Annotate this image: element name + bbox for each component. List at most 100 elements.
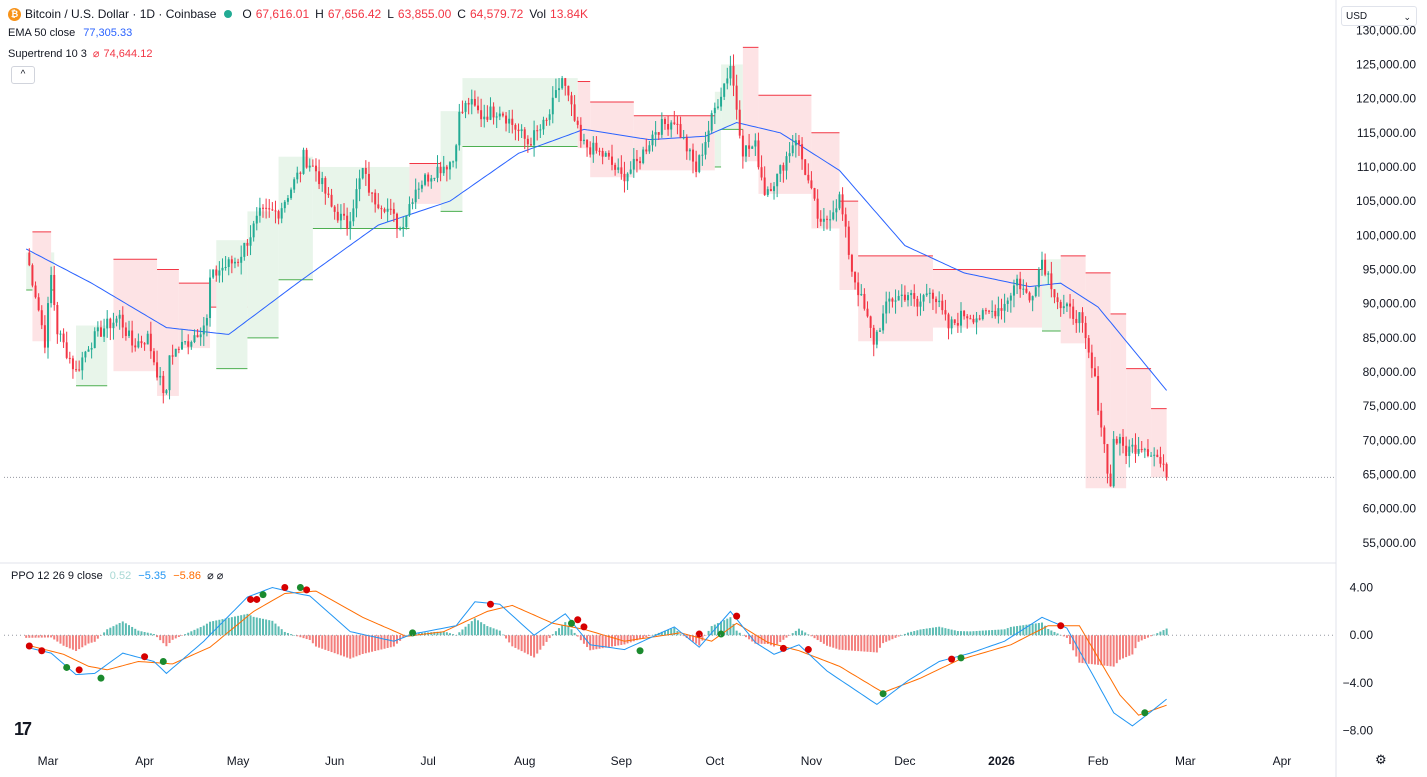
ppo-histogram-bar xyxy=(801,630,804,636)
low-label: L xyxy=(387,7,394,21)
candle-body xyxy=(262,207,265,209)
price-axis-tick: 115,000.00 xyxy=(1357,126,1416,140)
candle-body xyxy=(710,113,713,131)
candle-body xyxy=(969,318,972,320)
ppo-histogram-bar xyxy=(1056,633,1059,636)
candle-body xyxy=(539,129,542,131)
candle-body xyxy=(829,219,832,221)
symbol-title[interactable]: Bitcoin / U.S. Dollar · 1D · Coinbase xyxy=(25,7,217,21)
candle-body xyxy=(660,119,663,135)
ppo-histogram-bar xyxy=(1009,626,1012,636)
ema-legend[interactable]: EMA 50 close 77,305.33 xyxy=(8,27,132,39)
ppo-histogram-bar xyxy=(1016,626,1019,636)
candle-body xyxy=(832,212,835,220)
candle-body xyxy=(395,213,398,230)
candle-body xyxy=(280,208,283,219)
currency-selector[interactable]: USD ⌄ xyxy=(1341,6,1417,26)
candle-body xyxy=(642,149,645,164)
ppo-cross-marker xyxy=(948,655,956,663)
ppo-histogram-bar xyxy=(972,631,975,636)
candle-body xyxy=(43,325,46,348)
ppo-histogram-bar xyxy=(1019,625,1022,636)
ppo-histogram-bar xyxy=(290,634,293,636)
candle-body xyxy=(844,214,847,227)
tradingview-logo-icon[interactable]: 17 xyxy=(14,719,32,739)
ppo-histogram-bar xyxy=(542,635,545,646)
ppo-histogram-bar xyxy=(28,635,31,638)
candle-body xyxy=(1009,295,1012,301)
ppo-histogram-bar xyxy=(1156,633,1159,636)
ppo-histogram-bar xyxy=(660,631,663,636)
ppo-histogram-bar xyxy=(545,635,548,642)
ppo-histogram-bar xyxy=(501,634,504,636)
price-axis-tick: 90,000.00 xyxy=(1363,297,1417,311)
candle-body xyxy=(984,310,987,312)
ppo-histogram-bar xyxy=(829,635,832,647)
ppo-histogram-bar xyxy=(1143,635,1146,639)
candle-body xyxy=(663,119,666,125)
candle-body xyxy=(240,256,243,263)
candle-body xyxy=(744,145,747,157)
candle-body xyxy=(187,341,190,347)
candle-body xyxy=(860,293,863,296)
candle-body xyxy=(692,149,695,162)
ppo-cross-marker xyxy=(1141,709,1149,717)
ppo-histogram-bar xyxy=(838,635,841,650)
candle-body xyxy=(610,156,613,165)
ppo-histogram-bar xyxy=(461,629,464,636)
candle-body xyxy=(819,218,822,222)
candle-body xyxy=(558,88,561,91)
ppo-histogram-bar xyxy=(875,635,878,653)
candle-body xyxy=(1016,278,1019,286)
ppo-histogram-bar xyxy=(240,615,243,636)
candle-body xyxy=(37,297,40,311)
ppo-histogram-bar xyxy=(383,635,386,649)
ppo-histogram-bar xyxy=(741,634,744,636)
ppo-histogram-bar xyxy=(346,635,349,658)
ppo-histogram-bar xyxy=(402,635,405,639)
candle-body xyxy=(1112,438,1115,487)
candle-body xyxy=(131,330,134,346)
candle-body xyxy=(1065,303,1068,307)
candle-body xyxy=(1078,312,1081,324)
candle-body xyxy=(891,298,894,302)
candle-body xyxy=(358,178,361,190)
candle-body xyxy=(498,113,501,117)
candle-body xyxy=(414,189,417,203)
supertrend-legend[interactable]: Supertrend 10 3 ⌀ 74,644.12 xyxy=(8,47,152,61)
ppo-histogram-bar xyxy=(760,635,763,644)
collapse-legend-button[interactable]: ^ xyxy=(11,66,35,84)
ppo-legend[interactable]: PPO 12 26 9 close 0.52 −5.35 −5.86 ⌀ ⌀ xyxy=(11,569,223,582)
ppo-line xyxy=(26,586,1167,727)
ppo-histogram-bar xyxy=(1165,628,1168,636)
ppo-histogram-bar xyxy=(529,635,532,656)
ppo-histogram-bar xyxy=(34,635,37,638)
candle-body xyxy=(383,209,386,212)
ppo-histogram-bar xyxy=(62,635,65,646)
ppo-histogram-bar xyxy=(498,630,501,636)
settings-icon[interactable]: ⚙ xyxy=(1375,752,1387,767)
candle-body xyxy=(607,152,610,157)
ppo-histogram-bar xyxy=(1090,635,1093,665)
ppo-histogram-bar xyxy=(570,629,573,636)
ppo-histogram-bar xyxy=(143,632,146,636)
candle-body xyxy=(386,208,389,212)
ppo-histogram-bar xyxy=(1065,635,1068,638)
ppo-histogram-bar xyxy=(361,635,364,654)
candle-body xyxy=(274,210,277,212)
candle-body xyxy=(907,295,910,301)
candle-body xyxy=(1134,444,1137,454)
candle-body xyxy=(1012,285,1015,296)
candle-body xyxy=(1103,427,1106,445)
candle-body xyxy=(835,208,838,213)
ppo-histogram-bar xyxy=(374,635,377,651)
candle-body xyxy=(579,124,582,142)
candle-body xyxy=(841,194,844,215)
candle-body xyxy=(65,342,68,358)
candle-body xyxy=(458,111,461,146)
ema-label: EMA 50 close xyxy=(8,27,76,39)
ppo-histogram-bar xyxy=(816,635,819,641)
ppo-histogram-bar xyxy=(1087,635,1090,664)
candle-body xyxy=(773,186,776,192)
